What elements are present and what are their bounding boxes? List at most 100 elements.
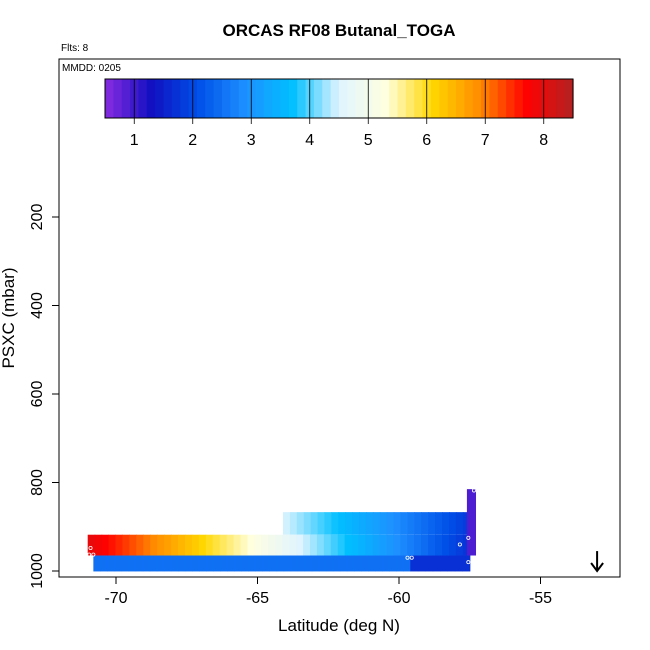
band-upper-cell	[455, 512, 464, 535]
band-upper-cell	[359, 512, 367, 535]
band-middle-cell	[233, 534, 242, 556]
x-tick-label: -70	[104, 590, 127, 607]
band-lower-right-cell	[432, 555, 441, 572]
band-lower-cell	[290, 555, 299, 572]
colorbar-segment	[464, 79, 474, 118]
colorbar-segment	[105, 79, 114, 118]
x-axis-label: Latitude (deg N)	[278, 616, 400, 635]
band-lower-cell	[156, 555, 165, 572]
band-lower-cell	[170, 555, 179, 572]
colorbar-segment	[456, 79, 465, 118]
band-middle-cell	[136, 534, 144, 556]
colorbar-segment	[155, 79, 165, 118]
colorbar-segment	[205, 79, 215, 118]
data-marker	[84, 552, 89, 557]
band-middle-cell	[108, 534, 117, 556]
band-middle-cell	[275, 534, 283, 556]
colorbar-segment	[547, 79, 557, 118]
band-lower-cell	[248, 555, 256, 572]
data-marker	[405, 555, 410, 560]
band-lower-cell	[297, 555, 306, 572]
band-lower-cell	[142, 555, 151, 572]
band-middle-cell	[94, 534, 103, 556]
colorbar-segment	[472, 79, 482, 118]
band-middle-cell	[143, 534, 151, 556]
band-middle-cell	[198, 534, 207, 556]
band-lower-right-cell	[462, 555, 471, 572]
band-upper-cell	[393, 512, 402, 535]
colorbar-segment	[372, 79, 382, 118]
band-lower-cell	[163, 555, 172, 572]
band-middle-cell	[122, 534, 130, 556]
colorbar-segment	[255, 79, 265, 118]
band-upper-cell	[428, 512, 436, 535]
band-lower-cell	[184, 555, 193, 572]
data-marker	[457, 542, 462, 547]
colorbar-segment	[430, 79, 440, 118]
band-lower-cell	[227, 555, 235, 572]
band-lower-cell	[241, 555, 249, 572]
colorbar-segment	[556, 79, 566, 118]
band-lower-cell	[220, 555, 228, 572]
band-lower-cell	[234, 555, 242, 572]
x-tick-label: -55	[529, 590, 552, 607]
band-upper-cell	[386, 512, 395, 535]
band-lower-cell	[276, 555, 285, 572]
band-lower-cell	[149, 555, 158, 572]
colorbar-segment	[339, 79, 348, 118]
band-middle-cell	[212, 534, 221, 556]
band-lower-right-cell	[440, 555, 449, 572]
plot-frame	[58, 58, 621, 578]
band-middle-cell	[268, 534, 276, 556]
band-upper-cell	[448, 512, 457, 535]
arrow-head	[590, 562, 604, 573]
data-marker	[91, 552, 96, 557]
band-middle-cell	[254, 534, 262, 556]
y-axis: 200 400 600 800 1000	[29, 204, 60, 589]
band-lower-cell	[346, 555, 355, 572]
band-upper-cell	[317, 512, 326, 535]
band-middle-cell	[441, 534, 450, 556]
band-middle-cell	[240, 534, 249, 556]
colorbar-segment	[238, 79, 248, 118]
y-axis-label: PSXC (mbar)	[0, 267, 18, 368]
colorbar-segment	[514, 79, 524, 118]
colorbar-segment	[506, 79, 516, 118]
colorbar-segment	[405, 79, 415, 118]
band-lower-cell	[114, 555, 123, 572]
band-upper-cell	[462, 512, 471, 535]
band-lower-cell	[311, 555, 320, 572]
band-middle-cell	[358, 534, 367, 556]
colorbar-segment	[138, 79, 148, 118]
band-lower-cell	[213, 555, 221, 572]
band-lower-cell	[128, 555, 137, 572]
colorbar-segment	[196, 79, 206, 118]
band-middle-cell	[296, 534, 304, 556]
arrow-indicator	[590, 551, 604, 573]
x-axis: -70 -65 -60 -55	[104, 576, 552, 607]
band-lower-cell	[353, 555, 362, 572]
colorbar-segment	[397, 79, 407, 118]
band-middle-cell	[435, 534, 443, 556]
colorbar-tick-label: 8	[539, 132, 548, 149]
band-upper-cell	[338, 512, 346, 535]
band-lower-cell	[304, 555, 313, 572]
band-lower-cell	[361, 555, 369, 572]
band-middle-cell	[150, 534, 158, 556]
band-lower-cell	[107, 555, 116, 572]
colorbar-segment	[180, 79, 190, 118]
colorbar-segment	[522, 79, 532, 118]
data-marker	[88, 545, 93, 550]
colorbar-segment	[330, 79, 340, 118]
colorbar-segment	[272, 79, 282, 118]
y-tick-label: 600	[29, 381, 46, 408]
colorbar-segment	[213, 79, 223, 118]
colorbar-segment	[222, 79, 231, 118]
band-middle-cell	[115, 534, 124, 556]
band-upper-cell	[379, 512, 388, 535]
band-middle-cell	[407, 534, 415, 556]
band-lower-right-cell	[447, 555, 456, 572]
band-lower-right-cell	[425, 555, 434, 572]
colorbar-segment	[322, 79, 332, 118]
colorbar-segment	[113, 79, 123, 118]
